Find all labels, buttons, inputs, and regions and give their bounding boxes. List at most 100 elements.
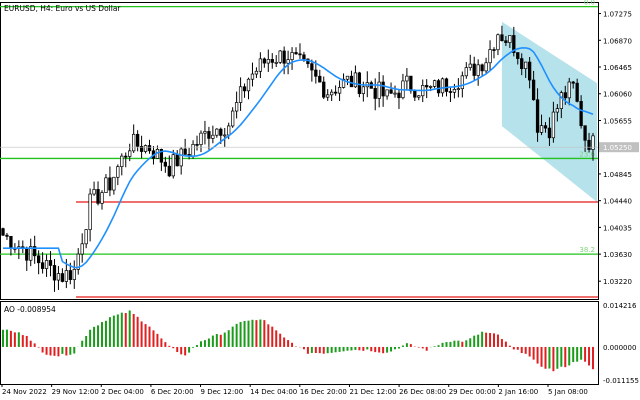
candle-body	[159, 149, 164, 163]
awesome-oscillator	[2, 310, 594, 372]
candle-body	[535, 99, 540, 133]
candle-body	[345, 75, 350, 80]
candle-body	[274, 61, 278, 64]
candle-body	[571, 81, 575, 84]
price-tick-label: 1.06465	[603, 64, 632, 72]
price-axis: 1.07275 1.06870 1.06465 1.06060 1.05655 1.048…	[0, 11, 639, 385]
candle-body	[417, 95, 421, 98]
candle-body	[266, 59, 270, 64]
candle-body	[88, 193, 92, 230]
candle-body	[246, 78, 251, 92]
candle-body	[468, 63, 472, 68]
candle-body	[583, 125, 587, 141]
candle-body	[512, 35, 516, 53]
candle-body	[337, 87, 342, 94]
candle-body	[92, 189, 96, 195]
candle-body	[333, 91, 338, 94]
candle-body	[163, 161, 167, 167]
time-tick-label: 24 Nov 2022	[2, 388, 47, 396]
candle-body	[219, 128, 223, 136]
candle-body	[183, 148, 187, 155]
candle-body	[298, 53, 302, 56]
candle-body	[139, 146, 144, 152]
candle-body	[48, 260, 53, 266]
candle-body	[385, 89, 389, 97]
candle-body	[96, 189, 100, 204]
candle-body	[290, 52, 294, 61]
candle-body	[460, 75, 464, 90]
candle-body	[132, 133, 136, 152]
price-tick-label: 1.04845	[603, 171, 632, 179]
oscillator-tick-label: 0.014216	[603, 302, 637, 310]
candle-body	[278, 50, 282, 63]
candle-body	[60, 273, 65, 282]
candle-body	[120, 155, 124, 167]
oscillator-tick-label: -0.011155	[603, 377, 639, 385]
candle-body	[480, 64, 484, 72]
candle-body	[76, 253, 80, 270]
fib-level-label: 38.2	[579, 246, 595, 254]
candle-body	[440, 78, 445, 94]
candle-body	[405, 75, 409, 82]
candle-body	[52, 265, 57, 281]
candle-body	[531, 79, 536, 101]
candle-body	[314, 69, 318, 77]
candle-body	[9, 235, 13, 249]
candle-body	[262, 58, 266, 64]
candle-body	[587, 139, 591, 150]
candle-body	[310, 63, 314, 71]
candle-body	[448, 91, 453, 93]
candle-body	[341, 78, 346, 88]
candle-body	[563, 92, 567, 99]
candle-body	[215, 128, 219, 136]
candle-body	[199, 132, 203, 146]
candle-body	[84, 229, 88, 245]
candle-body	[231, 110, 235, 127]
candle-body	[286, 59, 290, 64]
candle-body	[389, 89, 393, 94]
candle-body	[238, 86, 243, 103]
candle-body	[456, 88, 461, 91]
candle-body	[147, 145, 152, 152]
candle-body	[349, 75, 354, 88]
candle-body	[302, 54, 306, 60]
candle-body	[116, 166, 120, 178]
candle-body	[258, 58, 263, 72]
candle-body	[330, 91, 334, 96]
candle-body	[452, 89, 457, 93]
candle-body	[72, 268, 76, 280]
candle-body	[250, 73, 255, 80]
candle-body	[547, 127, 552, 139]
price-tick-label: 1.07275	[603, 11, 632, 19]
candle-body	[29, 246, 33, 261]
candle-body	[575, 82, 579, 102]
candle-body	[464, 67, 468, 77]
candle-body	[393, 92, 397, 95]
candle-body	[211, 134, 215, 139]
candle-body	[361, 86, 365, 94]
price-pane-border	[0, 2, 599, 300]
candle-body	[567, 81, 571, 99]
price-tick-label: 1.04440	[603, 198, 632, 206]
candle-body	[527, 61, 532, 81]
candle-body	[409, 75, 413, 92]
candle-body	[135, 133, 140, 147]
candle-body	[516, 52, 520, 59]
candle-body	[128, 150, 132, 157]
candle-body	[425, 85, 429, 88]
candle-body	[559, 92, 563, 109]
price-tick-label: 1.04035	[603, 224, 632, 232]
candle-body	[143, 145, 148, 152]
candle-body	[282, 50, 286, 64]
price-tick-label: 1.03220	[603, 278, 632, 286]
candle-body	[377, 81, 381, 99]
candle-body	[551, 111, 556, 139]
time-tick-label: 2 Jan 16:00	[498, 388, 538, 396]
candle-body	[543, 125, 548, 129]
price-tick-label: 1.06870	[603, 37, 632, 45]
time-tick-label: 16 Dec 20:00	[300, 388, 347, 396]
candle-body	[44, 260, 49, 269]
candle-body	[413, 90, 417, 98]
